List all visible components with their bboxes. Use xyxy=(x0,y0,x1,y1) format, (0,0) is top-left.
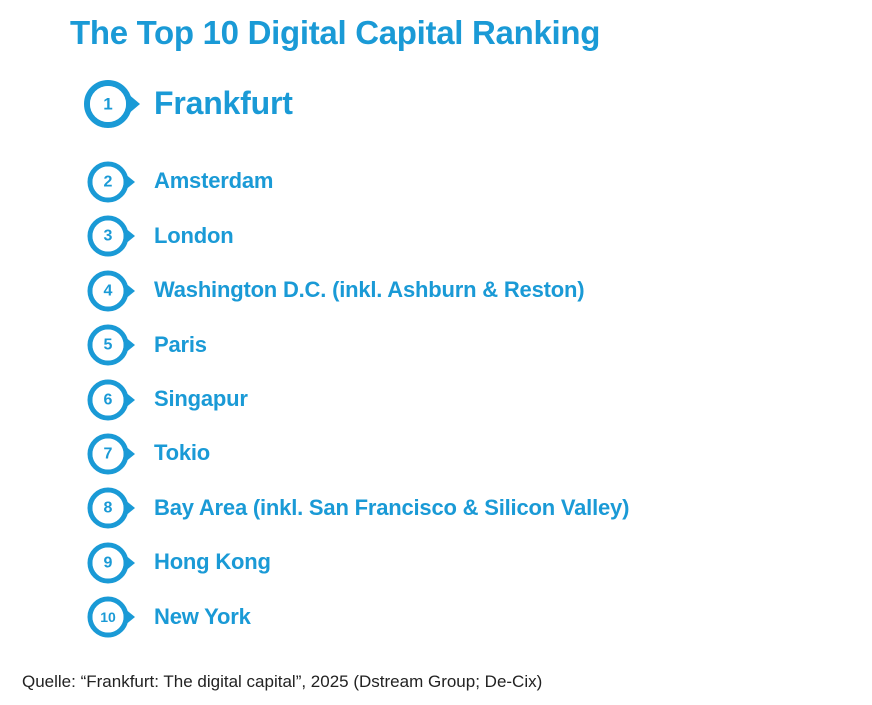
rank-badge-icon: 9 xyxy=(87,542,135,584)
city-name: Paris xyxy=(154,331,207,357)
rank-badge-icon: 6 xyxy=(87,379,135,421)
rank-badge-icon: 5 xyxy=(87,324,135,366)
city-name: Washington D.C. (inkl. Ashburn & Reston) xyxy=(154,277,585,303)
rank-badge-icon: 10 xyxy=(87,596,135,638)
rank-badge-icon: 2 xyxy=(87,161,135,203)
source-note: Quelle: “Frankfurt: The digital capital”… xyxy=(22,672,543,691)
city-name: Singapur xyxy=(154,385,248,411)
rank-badge-arrow xyxy=(124,499,135,518)
ranking-list: 1 Frankfurt 2 Amsterdam 3 London 4 Washington D… xyxy=(84,80,630,638)
rank-badge-arrow xyxy=(124,227,135,246)
rank-number: 6 xyxy=(104,391,113,408)
rank-number: 5 xyxy=(104,337,113,354)
city-name: Frankfurt xyxy=(154,85,293,122)
rank-badge-icon: 1 xyxy=(84,80,140,128)
rank-number: 9 xyxy=(104,554,113,571)
city-name: Tokio xyxy=(154,440,211,466)
rank-number: 10 xyxy=(100,609,116,625)
chart-title: The Top 10 Digital Capital Ranking xyxy=(70,14,601,51)
rank-number: 3 xyxy=(104,228,113,245)
city-name: Bay Area (inkl. San Francisco & Silicon … xyxy=(154,494,630,520)
rank-number: 2 xyxy=(104,174,113,191)
rank-badge-arrow xyxy=(124,390,135,409)
rank-badge-arrow xyxy=(124,445,135,463)
city-name: Hong Kong xyxy=(154,549,271,575)
rank-badge-icon: 8 xyxy=(87,487,135,529)
city-name: London xyxy=(154,222,234,248)
rank-badge-icon: 3 xyxy=(87,215,135,257)
rank-badge-arrow xyxy=(124,608,135,627)
rank-number: 1 xyxy=(103,95,112,114)
rank-number: 7 xyxy=(104,446,113,463)
rank-badge-icon: 7 xyxy=(87,433,135,475)
rank-badge-icon: 4 xyxy=(87,270,135,312)
rank-badge-arrow xyxy=(124,281,135,300)
rank-number: 8 xyxy=(104,500,113,517)
city-name: New York xyxy=(154,603,251,629)
rank-badge-arrow xyxy=(124,173,135,191)
rank-badge-arrow xyxy=(124,336,135,355)
rank-badge-arrow xyxy=(124,553,135,572)
city-name: Amsterdam xyxy=(154,168,274,194)
rank-number: 4 xyxy=(104,282,113,299)
rank-badge-arrow xyxy=(127,93,140,115)
